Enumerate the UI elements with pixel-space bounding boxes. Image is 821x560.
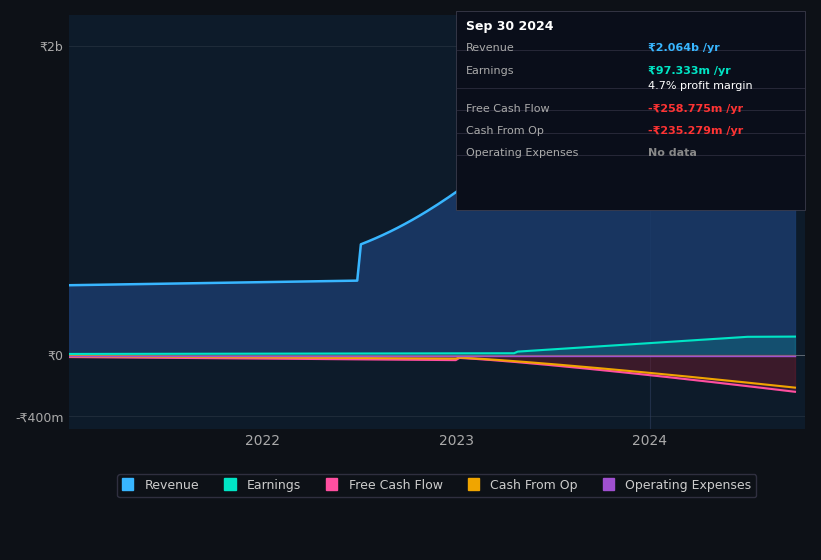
Text: 4.7% profit margin: 4.7% profit margin [648,81,752,91]
Text: Operating Expenses: Operating Expenses [466,148,578,158]
Text: Earnings: Earnings [466,66,514,76]
Text: Revenue: Revenue [466,43,514,53]
Text: Cash From Op: Cash From Op [466,126,544,136]
Text: No data: No data [648,148,696,158]
Legend: Revenue, Earnings, Free Cash Flow, Cash From Op, Operating Expenses: Revenue, Earnings, Free Cash Flow, Cash … [117,474,756,497]
Text: ₹97.333m /yr: ₹97.333m /yr [648,66,731,76]
Text: Free Cash Flow: Free Cash Flow [466,104,549,114]
Text: ₹2.064b /yr: ₹2.064b /yr [648,43,719,53]
Text: Sep 30 2024: Sep 30 2024 [466,20,553,32]
Text: -₹258.775m /yr: -₹258.775m /yr [648,104,743,114]
Text: -₹235.279m /yr: -₹235.279m /yr [648,126,743,136]
